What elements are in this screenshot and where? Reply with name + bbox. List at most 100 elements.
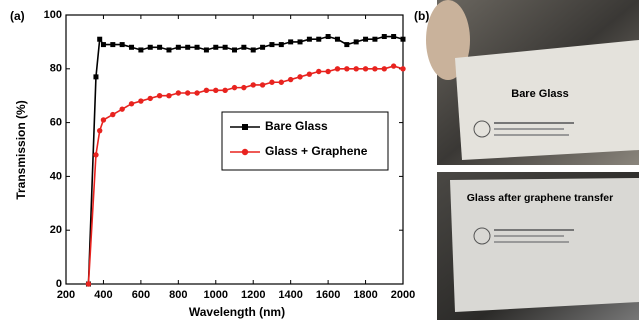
marker [306,36,312,42]
y-tick-label: 100 [44,9,62,21]
marker [119,106,125,112]
legend-box [221,111,389,171]
marker [222,87,228,94]
x-tick-label: 1000 [204,289,228,301]
marker [203,47,209,53]
x-tick-label: 1600 [316,289,340,301]
marker [231,84,238,91]
marker [297,74,303,80]
print [494,122,574,124]
photo: Bare Glass [426,0,639,165]
marker [213,44,219,50]
x-tick-label: 800 [169,289,187,301]
marker [334,36,340,42]
y-tick-label: 0 [56,278,62,290]
glass-sample [455,40,639,160]
x-axis-label: Wavelength (nm) [189,305,285,319]
marker [128,101,135,107]
marker [381,66,387,72]
marker [390,63,397,69]
marker [175,90,182,96]
x-tick-label: 200 [57,289,75,301]
marker [259,82,266,88]
print [494,235,564,237]
legend-marker [242,124,248,130]
marker [185,44,191,50]
marker [269,42,275,48]
x-tick-label: 2000 [391,289,415,301]
marker [194,44,200,50]
print [494,134,569,136]
marker [110,42,116,48]
marker [344,66,350,72]
marker [184,90,191,96]
logo [473,120,491,138]
marker [363,36,369,42]
marker [316,36,322,42]
marker [110,111,116,118]
y-axis-label: Transmission (%) [14,100,28,199]
marker [400,36,406,42]
marker [166,93,172,99]
x-tick-label: 1400 [278,289,302,301]
marker [297,39,303,45]
marker [147,44,153,50]
marker [138,47,144,53]
marker [100,42,106,48]
y-tick-label: 40 [50,170,62,182]
marker [353,39,359,45]
marker [93,74,99,80]
y-tick-label: 80 [50,63,62,75]
marker [288,39,294,45]
marker [138,98,144,104]
marker [278,79,285,85]
series-line [87,65,404,285]
x-tick-label: 1800 [353,289,377,301]
photo-caption: Glass after graphene transfer [467,192,613,204]
marker [213,87,219,94]
marker [325,68,331,75]
marker [316,68,322,75]
marker [278,42,284,48]
photo-caption: Bare Glass [511,88,568,100]
logo [473,227,491,245]
marker [372,66,378,72]
marker [97,127,103,134]
marker [194,90,200,96]
marker [325,34,331,40]
marker [97,36,103,42]
x-tick-label: 400 [94,289,112,301]
x-tick-label: 600 [132,289,150,301]
marker [260,44,266,50]
print [494,128,564,130]
panel-label: (b) [414,9,429,23]
marker [129,44,135,50]
marker [287,76,294,83]
marker [362,66,369,72]
marker [203,87,210,94]
marker [157,44,163,50]
marker [175,44,181,50]
photo: Glass after graphene transfer [437,172,639,320]
marker [166,47,172,53]
marker [250,82,256,88]
marker [391,34,397,40]
marker [353,66,359,72]
marker [156,93,163,99]
glass-sample [450,178,639,312]
legend-label: Bare Glass [265,119,328,133]
y-tick-label: 60 [50,117,62,129]
print [494,229,574,231]
marker [334,66,341,72]
plot-frame [65,14,404,285]
marker [344,42,350,48]
marker [85,281,92,287]
marker [269,79,275,85]
marker [222,44,228,50]
marker [306,71,313,77]
marker [372,36,378,42]
legend-marker [241,148,249,156]
marker [147,95,153,102]
marker [400,66,406,72]
